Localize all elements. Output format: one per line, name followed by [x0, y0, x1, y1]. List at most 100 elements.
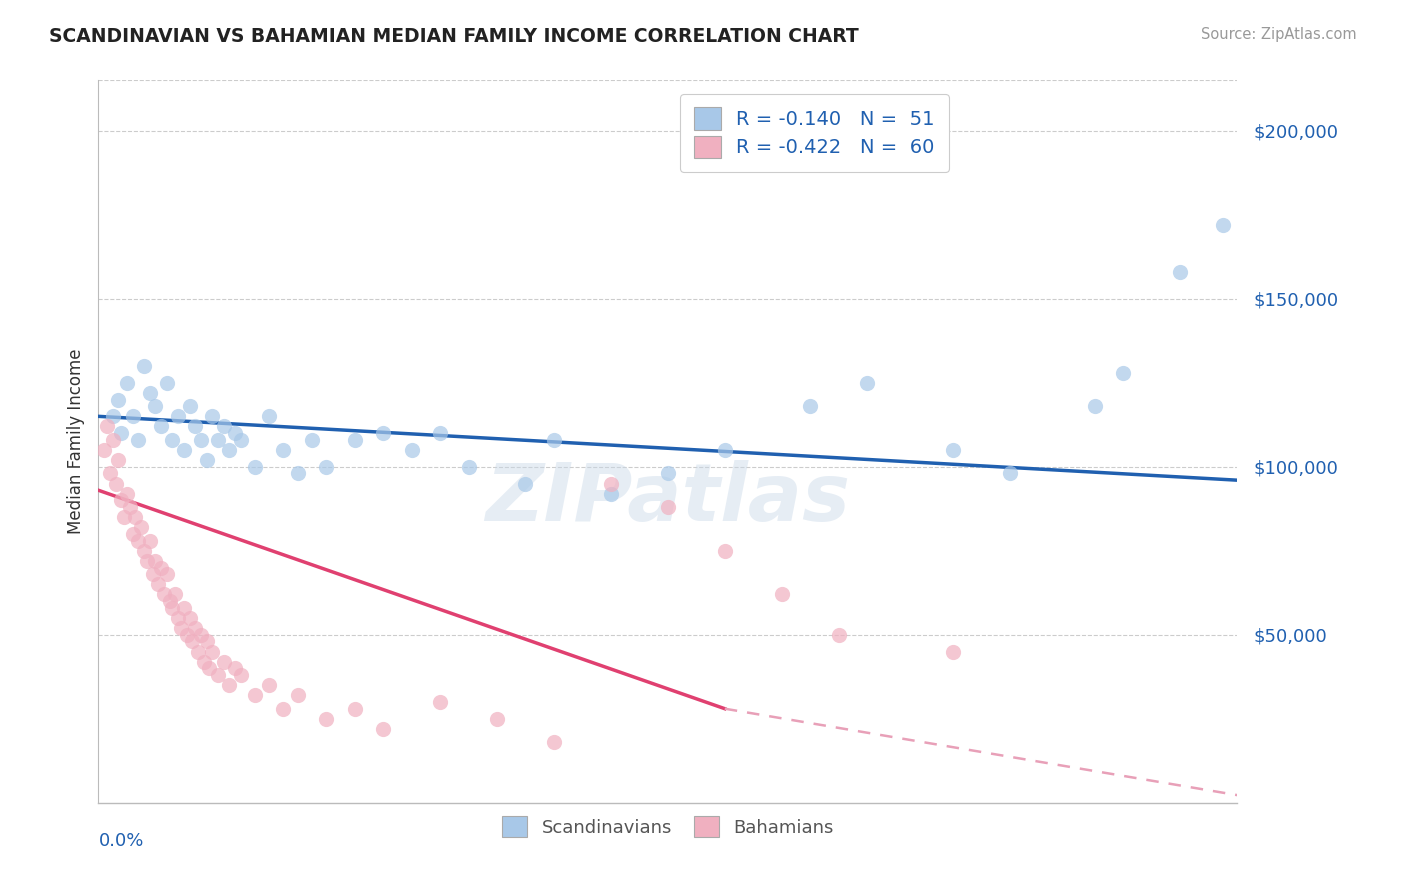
Point — [224, 426, 246, 441]
Point — [657, 467, 679, 481]
Point — [104, 476, 127, 491]
Point — [112, 510, 135, 524]
Point — [135, 554, 157, 568]
Point — [93, 442, 115, 457]
Point — [212, 655, 235, 669]
Point — [179, 399, 201, 413]
Point — [98, 467, 121, 481]
Point — [132, 543, 155, 558]
Point — [828, 628, 851, 642]
Point — [107, 392, 129, 407]
Point — [207, 668, 229, 682]
Point — [141, 567, 163, 582]
Text: 0.0%: 0.0% — [98, 832, 143, 850]
Point — [218, 442, 240, 457]
Point — [195, 453, 218, 467]
Point — [115, 486, 138, 500]
Point — [118, 500, 141, 514]
Y-axis label: Median Family Income: Median Family Income — [66, 349, 84, 534]
Point — [515, 476, 537, 491]
Point — [148, 577, 170, 591]
Point — [121, 409, 143, 424]
Point — [259, 678, 281, 692]
Point — [229, 433, 252, 447]
Point — [770, 587, 793, 601]
Point — [301, 433, 323, 447]
Point — [287, 467, 309, 481]
Point — [153, 587, 176, 601]
Point — [138, 385, 160, 400]
Point — [129, 520, 152, 534]
Point — [96, 419, 118, 434]
Point — [145, 399, 167, 413]
Point — [138, 533, 160, 548]
Point — [942, 644, 965, 658]
Point — [127, 533, 149, 548]
Point — [343, 433, 366, 447]
Point — [162, 433, 184, 447]
Point — [373, 722, 395, 736]
Point — [259, 409, 281, 424]
Point — [184, 419, 207, 434]
Point — [190, 628, 212, 642]
Point — [173, 600, 195, 615]
Point — [150, 419, 173, 434]
Point — [1112, 366, 1135, 380]
Point — [229, 668, 252, 682]
Point — [187, 644, 209, 658]
Point — [190, 433, 212, 447]
Point — [429, 426, 451, 441]
Point — [110, 493, 132, 508]
Point — [107, 453, 129, 467]
Point — [315, 459, 337, 474]
Text: Source: ZipAtlas.com: Source: ZipAtlas.com — [1201, 27, 1357, 42]
Point — [184, 621, 207, 635]
Point — [429, 695, 451, 709]
Point — [124, 510, 146, 524]
Point — [543, 433, 565, 447]
Point — [150, 560, 173, 574]
Point — [457, 459, 479, 474]
Point — [243, 459, 266, 474]
Point — [998, 467, 1021, 481]
Point — [181, 634, 204, 648]
Point — [145, 554, 167, 568]
Point — [1212, 218, 1234, 232]
Point — [193, 655, 215, 669]
Point — [201, 644, 224, 658]
Point — [600, 486, 623, 500]
Point — [121, 527, 143, 541]
Point — [714, 442, 737, 457]
Point — [714, 543, 737, 558]
Point — [486, 712, 509, 726]
Point — [856, 376, 879, 390]
Point — [162, 600, 184, 615]
Point — [159, 594, 181, 608]
Point — [179, 611, 201, 625]
Point — [212, 419, 235, 434]
Point — [110, 426, 132, 441]
Point — [657, 500, 679, 514]
Point — [1084, 399, 1107, 413]
Point — [600, 476, 623, 491]
Point — [218, 678, 240, 692]
Point — [343, 702, 366, 716]
Point — [273, 442, 295, 457]
Legend: Scandinavians, Bahamians: Scandinavians, Bahamians — [491, 805, 845, 848]
Point — [101, 433, 124, 447]
Point — [167, 611, 190, 625]
Point — [942, 442, 965, 457]
Point — [1170, 265, 1192, 279]
Point — [195, 634, 218, 648]
Point — [115, 376, 138, 390]
Point — [201, 409, 224, 424]
Point — [273, 702, 295, 716]
Point — [287, 688, 309, 702]
Point — [101, 409, 124, 424]
Point — [165, 587, 187, 601]
Point — [243, 688, 266, 702]
Point — [224, 661, 246, 675]
Text: SCANDINAVIAN VS BAHAMIAN MEDIAN FAMILY INCOME CORRELATION CHART: SCANDINAVIAN VS BAHAMIAN MEDIAN FAMILY I… — [49, 27, 859, 45]
Point — [156, 567, 179, 582]
Point — [207, 433, 229, 447]
